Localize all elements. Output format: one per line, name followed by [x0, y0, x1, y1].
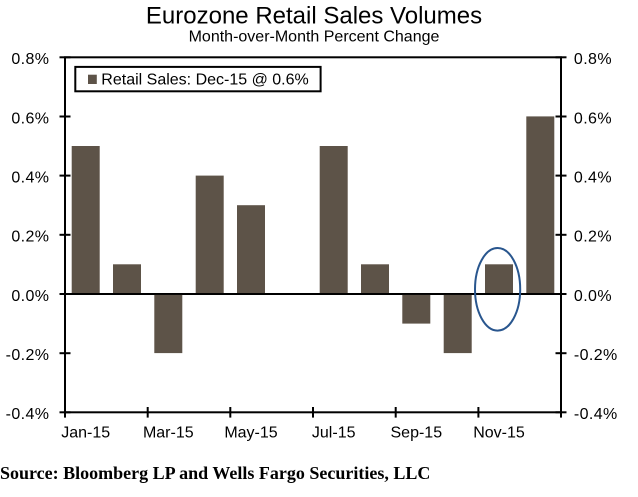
svg-text:May-15: May-15 [224, 424, 277, 441]
svg-text:0.0%: 0.0% [11, 288, 49, 305]
svg-text:-0.4%: -0.4% [6, 406, 50, 423]
svg-text:0.4%: 0.4% [574, 169, 612, 186]
svg-text:-0.4%: -0.4% [574, 406, 618, 423]
svg-text:Jan-15: Jan-15 [61, 424, 110, 441]
svg-text:0.6%: 0.6% [574, 110, 612, 127]
svg-text:Source: Bloomberg LP and Wells: Source: Bloomberg LP and Wells Fargo Sec… [0, 463, 430, 483]
svg-text:Retail Sales: Dec-15 @ 0.6%: Retail Sales: Dec-15 @ 0.6% [101, 72, 308, 89]
svg-text:Nov-15: Nov-15 [473, 424, 525, 441]
svg-text:Sep-15: Sep-15 [391, 424, 443, 441]
svg-text:0.8%: 0.8% [11, 51, 49, 68]
svg-text:0.2%: 0.2% [574, 229, 612, 246]
svg-text:0.0%: 0.0% [574, 288, 612, 305]
svg-text:0.2%: 0.2% [11, 229, 49, 246]
svg-text:0.6%: 0.6% [11, 110, 49, 127]
svg-text:-0.2%: -0.2% [6, 347, 50, 364]
svg-text:Mar-15: Mar-15 [143, 424, 194, 441]
svg-text:-0.2%: -0.2% [574, 347, 618, 364]
svg-text:Eurozone Retail Sales Volumes: Eurozone Retail Sales Volumes [146, 3, 482, 30]
svg-text:0.4%: 0.4% [11, 169, 49, 186]
svg-text:Month-over-Month Percent Chang: Month-over-Month Percent Change [189, 29, 440, 46]
svg-text:Jul-15: Jul-15 [312, 424, 356, 441]
svg-text:0.8%: 0.8% [574, 51, 612, 68]
